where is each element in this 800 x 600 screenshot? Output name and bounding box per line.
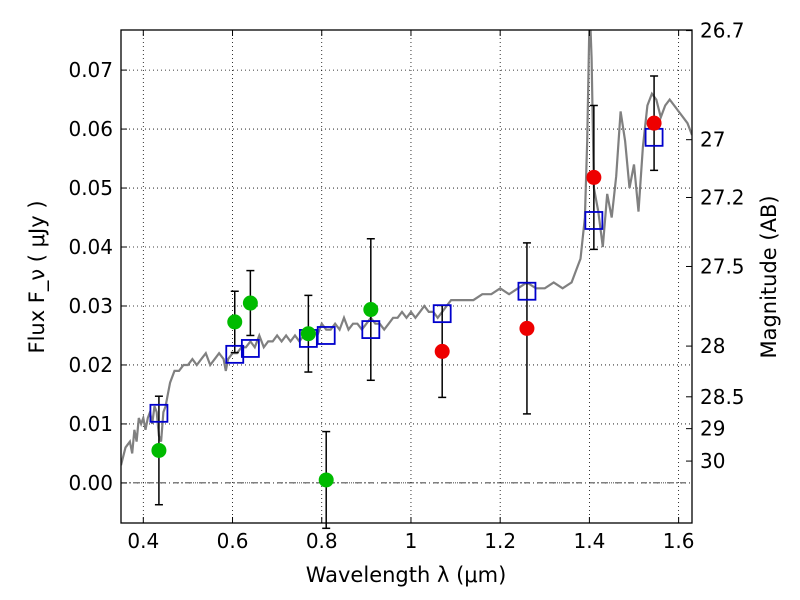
x-axis-label: Wavelength λ (μm) xyxy=(306,563,507,587)
right-tick-label: 29 xyxy=(700,417,725,441)
right-tick-label: 28 xyxy=(700,334,725,358)
y-tick-label: 0.03 xyxy=(68,294,113,318)
template-box xyxy=(584,211,604,230)
y-tick-label: 0.02 xyxy=(68,353,113,377)
model-spectrum xyxy=(121,30,692,466)
plot-frame xyxy=(120,29,693,524)
template-box xyxy=(432,304,452,324)
y-tick-label: 0.01 xyxy=(68,412,113,436)
template-box xyxy=(149,403,169,423)
right-tick-label: 30 xyxy=(700,449,725,473)
right-tick-label: 27 xyxy=(700,128,725,152)
red-point xyxy=(519,320,535,336)
right-tick-label: 27.2 xyxy=(700,185,745,209)
y-tick-label: 0.05 xyxy=(68,176,113,200)
x-tick-labels: 0.4 0.6 0.8 1 1.2 1.4 1.6 xyxy=(127,529,694,553)
x-tick-label: 1.4 xyxy=(573,529,605,553)
right-tick-label: 27.5 xyxy=(700,254,745,278)
right-axis-label: Magnitude (AB) xyxy=(757,195,781,358)
y-tick-label: 0.04 xyxy=(68,235,113,259)
y-tick-labels: 0.00 0.01 0.02 0.03 0.04 0.05 0.06 0.07 xyxy=(68,58,113,495)
template-box xyxy=(361,320,381,339)
plot-area xyxy=(121,30,692,523)
green-point xyxy=(363,302,379,318)
red-point xyxy=(646,115,662,131)
axis-ticks xyxy=(121,30,692,523)
x-tick-label: 0.6 xyxy=(217,529,249,553)
template-boxes xyxy=(149,127,664,423)
x-tick-label: 0.4 xyxy=(127,529,159,553)
y-tick-label: 0.06 xyxy=(68,117,113,141)
green-point xyxy=(227,314,243,330)
template-box xyxy=(225,344,245,364)
x-tick-label: 0.8 xyxy=(306,529,338,553)
green-point xyxy=(318,472,334,488)
x-tick-label: 1.2 xyxy=(484,529,516,553)
y-axis-label: Flux F_ν ( μJy ) xyxy=(25,200,50,353)
x-tick-label: 1.6 xyxy=(663,529,695,553)
right-axis-tick-labels: 26.7 27 27.2 27.5 28 28.5 29 30 xyxy=(700,19,745,473)
x-tick-label: 1 xyxy=(405,529,418,553)
red-point xyxy=(586,169,602,185)
green-point xyxy=(151,442,167,458)
green-point xyxy=(300,326,316,342)
template-box xyxy=(517,281,537,301)
y-tick-label: 0.00 xyxy=(68,471,113,495)
right-tick-label: 28.5 xyxy=(700,385,745,409)
template-box xyxy=(240,339,260,358)
data-points xyxy=(151,115,662,488)
y-tick-label: 0.07 xyxy=(68,58,113,82)
green-point xyxy=(242,295,258,311)
model-spectrum-line xyxy=(121,30,692,466)
red-point xyxy=(434,343,450,359)
template-box xyxy=(316,326,336,345)
right-tick-label: 26.7 xyxy=(700,19,745,43)
